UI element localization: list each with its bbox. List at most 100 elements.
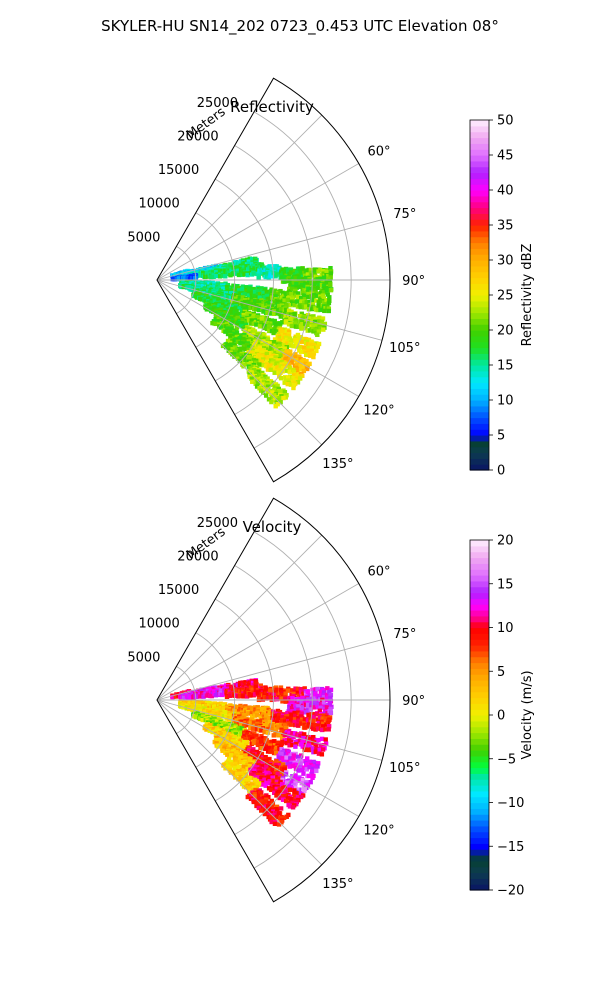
angle-tick-label: 120° [363, 403, 394, 418]
colorbar-segment [470, 580, 489, 588]
colorbar-segment [470, 370, 489, 378]
colorbar-segment [470, 417, 489, 424]
colorbar-segment [470, 779, 489, 786]
colorbar-segment [470, 878, 489, 885]
colorbar-segment [470, 557, 489, 564]
colorbar-segment [470, 750, 489, 757]
angle-tick-label: 60° [367, 565, 390, 580]
angle-tick-label: 135° [322, 457, 353, 472]
colorbar-tick-label: 0 [497, 709, 505, 724]
colorbar-segment [470, 283, 489, 290]
colorbar-tick-label: −5 [497, 752, 516, 767]
colorbar-segment [470, 394, 489, 401]
colorbar-segment [470, 598, 489, 605]
radar-data [170, 256, 334, 409]
colorbar-segment [470, 190, 489, 197]
colorbar-tick-label: 10 [497, 621, 514, 636]
colorbar-segment [470, 236, 489, 244]
angle-tick-label: 105° [389, 761, 420, 776]
colorbar-segment [470, 330, 489, 337]
colorbar-segment [470, 849, 489, 856]
colorbar-tick-label: 40 [497, 184, 514, 199]
colorbar-tick-label: 20 [497, 324, 514, 339]
colorbar-segment [470, 808, 489, 815]
colorbar-segment [470, 201, 489, 209]
colorbar-tick-label: 45 [497, 149, 514, 164]
colorbar-segment [470, 382, 489, 389]
colorbar-segment [470, 726, 489, 734]
colorbar-segment [470, 551, 489, 559]
colorbar: −20 −15 −10 −5 0 5 10 15 20 Velocity (m/s) [469, 534, 535, 899]
colorbar-segment [470, 604, 489, 611]
colorbar-segment [470, 435, 489, 442]
radar-cell [248, 763, 306, 810]
radar-cell [224, 282, 274, 302]
polar-frame [156, 497, 391, 903]
colorbar-segment [470, 254, 489, 261]
colorbar-segment [470, 207, 489, 214]
colorbar-segment [470, 866, 489, 874]
colorbar-segment [470, 120, 489, 127]
colorbar-segment [470, 820, 489, 827]
colorbar-segment [470, 855, 489, 862]
colorbar-segment [470, 178, 489, 185]
colorbar-segment [470, 125, 489, 133]
colorbar-segment [470, 318, 489, 325]
colorbar-segment [470, 575, 489, 582]
colorbar-segment [470, 423, 489, 430]
colorbar-segment [470, 335, 489, 343]
colorbar-segment [470, 680, 489, 687]
colorbar-segment [470, 802, 489, 809]
colorbar-segment [470, 843, 489, 850]
colorbar-segment [470, 796, 489, 804]
colorbar-segment [470, 388, 489, 395]
radial-tick-label: 15000 [158, 163, 199, 178]
colorbar-segment [470, 744, 489, 751]
colorbar-segment [470, 569, 489, 576]
colorbar-segment [470, 884, 489, 891]
colorbar-segment [470, 149, 489, 156]
colorbar-segment [470, 137, 489, 144]
radar-cell [202, 721, 250, 754]
colorbar-tick-label: 50 [497, 114, 514, 129]
colorbar-segment [470, 347, 489, 354]
colorbar-tick-label: 20 [497, 534, 514, 549]
colorbar-segment [470, 831, 489, 839]
colorbar-segment [470, 324, 489, 331]
colorbar-segment [470, 353, 489, 360]
radar-data [170, 678, 334, 827]
colorbar-segment [470, 668, 489, 675]
colorbar-tick-label: 30 [497, 254, 514, 269]
colorbar-tick-label: 25 [497, 289, 514, 304]
colorbar-segment [470, 295, 489, 302]
colorbar-segment [470, 621, 489, 629]
colorbar-segment [470, 656, 489, 664]
colorbar-segment [470, 627, 489, 634]
colorbar-segment [470, 545, 489, 553]
colorbar-segment [470, 440, 489, 448]
colorbar-segment [470, 172, 489, 179]
colorbar-segment [470, 773, 489, 780]
colorbar-tick-label: 10 [497, 394, 514, 409]
colorbar-segment [470, 265, 489, 273]
colorbar-segment [470, 761, 489, 769]
colorbar-segment [470, 645, 489, 652]
colorbar-label: Velocity (m/s) [520, 670, 535, 759]
radial-tick-label: 25000 [197, 96, 238, 111]
radial-tick-label: 25000 [197, 516, 238, 531]
colorbar-segment [470, 225, 489, 232]
colorbar-segment [470, 160, 489, 168]
colorbar-segment [470, 697, 489, 704]
radar-panels: Reflectivity500010000150002000025000Mete… [127, 77, 535, 903]
colorbar-segment [470, 662, 489, 669]
angle-tick-label: 90° [402, 694, 425, 709]
colorbar-segment [470, 738, 489, 745]
colorbar-segment [470, 592, 489, 599]
radar-cell [272, 327, 322, 360]
colorbar-segment [470, 131, 489, 139]
colorbar-segment [470, 685, 489, 693]
colorbar: 0 5 10 15 20 25 30 35 40 45 50 Reflectivity dBZ [469, 114, 535, 479]
colorbar-segment [470, 715, 489, 722]
radar-cell [274, 747, 321, 780]
